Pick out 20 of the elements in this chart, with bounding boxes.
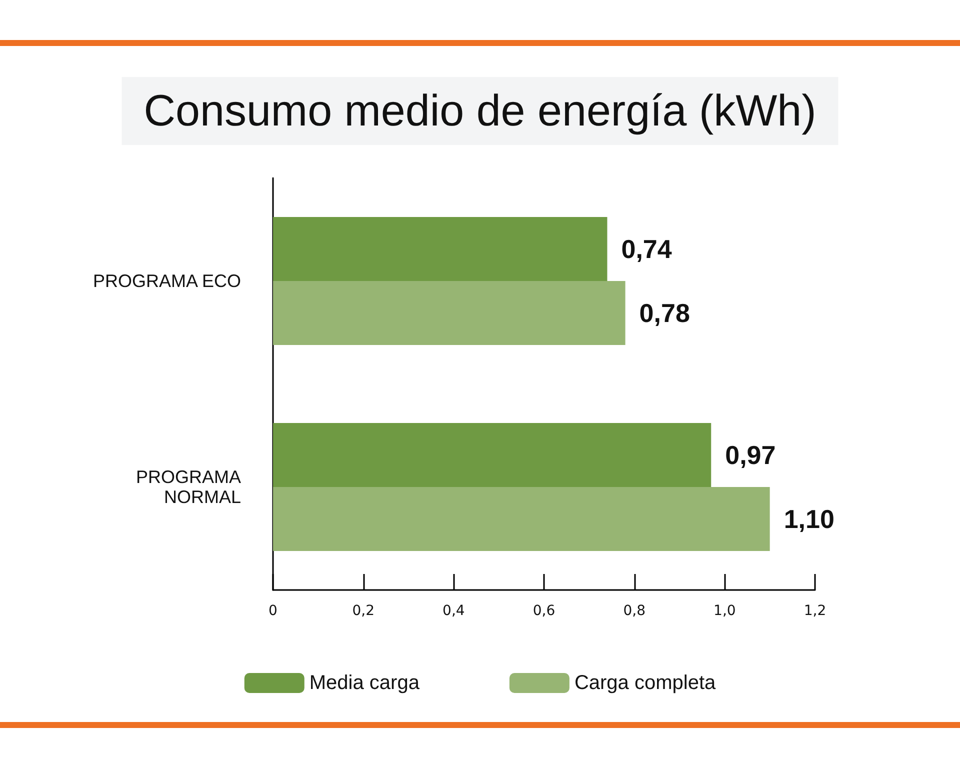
x-tick-label: 0,8 [623, 603, 646, 619]
data-label: 0,78 [639, 298, 690, 328]
x-tick-label: 0,6 [532, 603, 556, 619]
chart-title: Consumo medio de energía (kWh) [144, 86, 816, 136]
x-tick-label: 0 [268, 603, 278, 619]
bar [273, 281, 626, 345]
x-tick-label: 1,0 [714, 603, 736, 619]
bar [273, 487, 770, 551]
data-label: 1,10 [784, 504, 834, 534]
legend-label: Media carga [309, 672, 420, 694]
data-label: 0,74 [621, 234, 672, 264]
x-tick-label: 1,2 [804, 603, 826, 619]
x-tick-label: 0,4 [442, 603, 465, 619]
bar [273, 217, 608, 281]
y-tick-label: PROGRAMA ECO [92, 271, 241, 291]
data-label: 0,97 [725, 440, 776, 470]
legend-label: Carga completa [574, 672, 716, 694]
bar [273, 423, 712, 487]
x-tick-label: 0,2 [352, 603, 374, 619]
y-tick-label: PROGRAMA NORMAL [136, 467, 241, 507]
